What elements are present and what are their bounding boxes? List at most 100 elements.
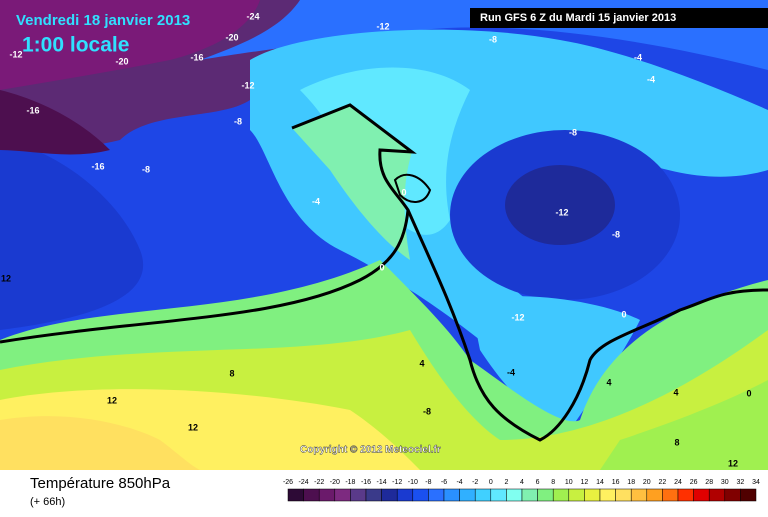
legend-swatch [459,488,476,502]
contour-label: -16 [26,105,39,115]
legend-label: -2 [472,479,478,486]
legend-label: 34 [752,479,760,486]
legend-label: -14 [377,479,387,486]
legend-label: 24 [674,479,682,486]
legend-swatch [615,488,632,502]
legend-swatch [599,488,616,502]
legend-label: 30 [721,479,729,486]
legend-label: 28 [705,479,713,486]
contour-label: 12 [107,395,117,405]
legend-swatch [350,488,367,502]
legend-label: 18 [627,479,635,486]
legend-label: 22 [659,479,667,486]
legend-swatch [584,488,601,502]
legend-swatch [662,488,679,502]
legend-label: 2 [504,479,508,486]
contour-label: 12 [188,422,198,432]
contour-label: -12 [555,207,568,217]
legend-label: 8 [551,479,555,486]
legend-label: -22 [314,479,324,486]
legend-swatch [506,488,523,502]
contour-labels: -24 -20 -20 -16 -12 -12 -16 -16 -8 -8 -12 -8 -4 -4 -8 -… [1,11,752,468]
legend-swatch [381,488,398,502]
legend-label: -16 [361,479,371,486]
legend-label: 20 [643,479,651,486]
legend-swatch [443,488,460,502]
footer-title: Température 850hPa [30,475,171,492]
legend-label: -8 [425,479,431,486]
contour-label: 12 [728,458,738,468]
legend-label: 26 [690,479,698,486]
legend-swatch [646,488,663,502]
legend-label: 6 [536,479,540,486]
legend-swatch [287,488,304,502]
contour-label: -20 [225,32,238,42]
legend-label: -18 [345,479,355,486]
legend-label: 0 [489,479,493,486]
legend-swatch [568,488,585,502]
legend-swatch [677,488,694,502]
contour-label: -4 [312,196,320,206]
legend-swatch [318,488,336,502]
contour-label: -12 [241,80,254,90]
map-background [0,0,768,470]
contour-label: 4 [419,358,424,368]
contour-label: 4 [606,377,611,387]
footer-lead: (+ 66h) [30,496,65,508]
legend-swatch [708,488,726,502]
legend-swatch [412,488,429,502]
contour-label: -8 [234,116,242,126]
contour-label: 8 [229,368,234,378]
contour-label: -8 [423,406,431,416]
legend-swatch [630,488,648,502]
contour-label: -4 [634,52,642,62]
contour-label: -4 [507,367,515,377]
run-box [470,8,768,28]
legend-label: 4 [520,479,524,486]
contour-label: -8 [489,34,497,44]
legend-label: -10 [408,479,418,486]
contour-label: -12 [376,21,389,31]
legend-label: -12 [392,479,402,486]
legend-swatch [537,488,554,502]
legend-swatch [428,488,445,502]
contour-label: 4 [673,387,678,397]
legend-label: 12 [581,479,589,486]
contour-label: 12 [1,273,11,283]
map-title: Vendredi 18 janvier 2013 [16,12,190,29]
legend-swatch [740,488,757,502]
legend-swatch [303,488,320,502]
legend-label: 10 [565,479,573,486]
legend-swatch [490,488,507,502]
legend-label: -26 [283,479,293,486]
legend-swatch [521,488,538,502]
run-info: Run GFS 6 Z du Mardi 15 janvier 2013 [480,12,676,24]
contour-label: -8 [142,164,150,174]
legend-swatch [365,488,382,502]
contour-label: 0 [401,187,406,197]
legend-swatch [396,488,414,502]
contour-label: 0 [379,262,384,272]
legend-label: -6 [441,479,447,486]
contour-label: 8 [674,437,679,447]
contour-label: -12 [9,49,22,59]
legend-label: -20 [330,479,340,486]
contour-label: -12 [511,312,524,322]
legend-label: -4 [456,479,462,486]
legend-swatch [552,488,570,502]
contour-label: 0 [746,388,751,398]
legend-swatch [693,488,710,502]
color-legend: -26 -24 -22 -20 -18 -16 -14 -12 -10 -8 -6 -4 -2 0 2 4 6 8… [283,479,760,502]
contour-label: -24 [246,11,259,21]
map-subtitle: 1:00 locale [22,34,129,57]
legend-swatch [724,488,741,502]
legend-label: 32 [737,479,745,486]
contour-label: -8 [569,127,577,137]
legend-swatch [474,488,492,502]
contour-label: -16 [91,161,104,171]
contour-label: -16 [190,52,203,62]
legend-label: 14 [596,479,604,486]
contour-label: -4 [647,74,655,84]
legend-label: -24 [299,479,309,486]
